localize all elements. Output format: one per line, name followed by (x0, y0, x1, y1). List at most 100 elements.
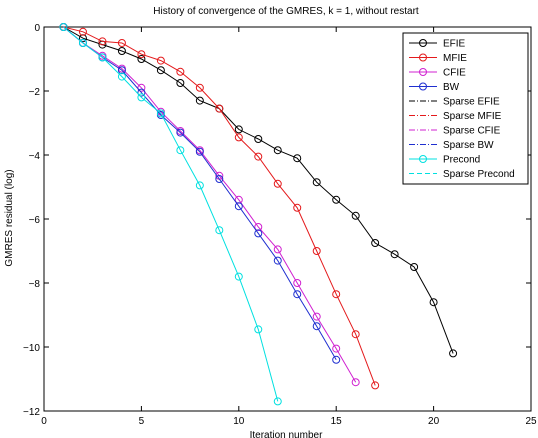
legend-label-sparse-cfie: Sparse CFIE (443, 126, 501, 137)
data-point-efie (293, 154, 302, 163)
legend-label-sparse-bw: Sparse BW (443, 140, 494, 151)
data-point-efie (78, 34, 87, 43)
data-point-efie (410, 263, 419, 271)
data-point-mfie (78, 27, 87, 36)
data-point-mfie (137, 50, 146, 59)
data-point-cfie (332, 344, 341, 353)
data-point-bw (137, 88, 146, 97)
legend-marker-bw (419, 82, 427, 91)
series-layer (59, 23, 458, 406)
data-point-bw (215, 175, 224, 183)
x-tick-label: 5 (139, 416, 145, 427)
data-point-efie (137, 55, 146, 63)
data-point-bw (195, 147, 204, 156)
legend-marker-precond (419, 155, 427, 163)
legend-marker-mfie (419, 53, 427, 62)
data-point-mfie (176, 67, 185, 76)
y-tick-label: −6 (29, 215, 41, 226)
data-point-mfie (293, 203, 302, 212)
y-tick-label: −2 (29, 87, 41, 98)
legend-marker-cfie (419, 68, 427, 76)
legend-marker-efie (419, 39, 427, 47)
y-tick-label: 0 (34, 23, 40, 34)
data-point-bw (176, 128, 185, 137)
data-point-efie (273, 146, 282, 155)
y-tick-label: −10 (23, 343, 40, 354)
x-tick-label: 0 (41, 416, 47, 427)
data-point-mfie (156, 56, 165, 65)
data-point-precond (59, 23, 68, 31)
data-point-precond (156, 109, 165, 118)
legend-label-sparse-efie: Sparse EFIE (443, 97, 500, 108)
data-point-efie (234, 125, 243, 134)
x-axis-label: Iteration number (250, 430, 323, 438)
data-point-efie (371, 239, 380, 247)
data-point-efie (351, 211, 360, 220)
data-point-efie (332, 195, 341, 204)
data-point-mfie (254, 152, 263, 161)
data-point-mfie (215, 104, 224, 113)
data-point-cfie (254, 223, 263, 231)
data-point-bw (312, 322, 321, 331)
legend-label-efie: EFIE (443, 39, 466, 50)
data-point-mfie (98, 37, 107, 46)
data-point-cfie (312, 312, 321, 321)
data-point-efie (156, 66, 165, 75)
series-line-cfie (63, 26, 357, 383)
data-point-precond (195, 181, 204, 190)
data-point-mfie (371, 381, 380, 390)
legend-label-bw: BW (443, 82, 460, 93)
data-point-efie (390, 250, 399, 259)
data-point-bw (234, 202, 243, 211)
data-point-cfie (137, 83, 146, 92)
y-tick-label: −8 (29, 279, 41, 290)
data-point-cfie (293, 279, 302, 287)
data-point-efie (312, 178, 321, 187)
data-point-precond (234, 272, 243, 281)
x-tick-label: 20 (428, 416, 440, 427)
x-tick-label: 15 (331, 416, 343, 427)
legend-label-sparse-mfie: Sparse MFIE (443, 111, 502, 122)
data-point-cfie (273, 245, 282, 254)
y-axis-label: GMRES residual (log) (4, 169, 15, 266)
chart-title: History of convergence of the GMRES, k =… (153, 6, 419, 17)
data-point-mfie (117, 39, 126, 47)
data-point-mfie (234, 133, 243, 142)
legend-label-precond: Precond (443, 155, 480, 166)
data-point-bw (332, 355, 341, 364)
data-point-bw (293, 290, 302, 299)
series-line-bw (63, 26, 337, 361)
data-point-bw (117, 66, 126, 75)
x-tick-label: 10 (233, 416, 245, 427)
series-line-precond (63, 26, 279, 402)
legend-label-cfie: CFIE (443, 68, 466, 79)
data-point-efie (429, 298, 438, 307)
data-point-cfie (351, 378, 360, 387)
data-point-precond (78, 39, 87, 47)
data-point-mfie (351, 330, 360, 339)
legend: EFIE MFIE CFIE BW Sparse EFIE Sparse MFIE Spar… (402, 32, 529, 185)
data-point-bw (273, 256, 282, 265)
y-tick-label: −12 (23, 407, 40, 418)
series-line-efie (63, 26, 454, 354)
data-point-efie (176, 79, 185, 87)
series-line-mfie (63, 26, 376, 386)
data-point-precond (176, 146, 185, 155)
axis-ticks: 0 5 10 15 20 25 0 −2 −4 −6 −8 −10 −12 (23, 23, 537, 427)
data-point-precond (254, 325, 263, 334)
data-point-precond (137, 93, 146, 102)
data-point-mfie (312, 247, 321, 255)
data-point-mfie (195, 83, 204, 92)
data-point-precond (273, 397, 282, 406)
data-point-mfie (332, 290, 341, 299)
data-point-efie (195, 96, 204, 105)
data-point-mfie (273, 179, 282, 188)
data-point-precond (98, 53, 107, 62)
data-point-efie (449, 349, 458, 358)
legend-label-sparse-precond: Sparse Precond (443, 169, 515, 180)
data-point-cfie (234, 195, 243, 204)
x-tick-label: 25 (525, 416, 537, 427)
legend-label-mfie: MFIE (443, 53, 467, 64)
data-point-efie (117, 47, 126, 55)
